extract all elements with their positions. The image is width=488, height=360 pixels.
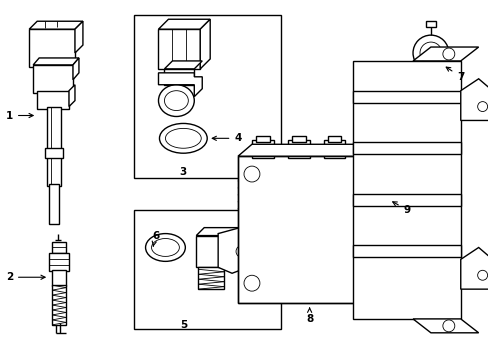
Bar [45,148,63,158]
Polygon shape [460,79,488,121]
Polygon shape [33,58,79,65]
Circle shape [412,35,448,71]
Polygon shape [196,228,240,235]
Bar [133,15,280,178]
Bar [52,242,66,253]
Circle shape [419,42,441,64]
Bar [323,140,345,158]
Bar [291,136,305,142]
Bar [33,65,73,93]
Bar [198,267,224,289]
Polygon shape [164,61,202,69]
Circle shape [244,166,260,182]
Circle shape [236,246,247,257]
Polygon shape [69,85,75,107]
Text: 2: 2 [6,272,45,282]
Bar [255,136,269,142]
Bar [353,91,460,103]
Ellipse shape [165,129,201,148]
Ellipse shape [159,123,207,153]
Polygon shape [200,19,210,69]
Polygon shape [232,228,240,265]
Bar [353,142,460,154]
Bar [359,140,381,158]
Polygon shape [29,21,83,29]
Polygon shape [414,144,428,303]
Bar [425,21,435,27]
Bar [327,136,341,142]
Bar [196,235,232,267]
Text: 7: 7 [446,67,464,82]
Polygon shape [29,21,83,29]
Bar [47,107,61,186]
Bar [158,29,200,69]
Circle shape [477,102,487,112]
Polygon shape [412,47,478,61]
Bar [251,140,273,158]
Circle shape [477,270,487,280]
Text: 4: 4 [212,133,241,143]
Polygon shape [75,21,83,53]
Ellipse shape [164,91,188,111]
Bar [238,156,414,303]
Ellipse shape [151,239,179,256]
Bar [238,156,414,303]
Polygon shape [412,319,478,333]
Bar [133,210,280,329]
Bar [164,69,194,85]
Ellipse shape [145,234,185,261]
Bar [287,140,309,158]
Circle shape [244,275,260,291]
Polygon shape [460,247,488,289]
Text: 1: 1 [6,111,33,121]
Text: 9: 9 [392,202,410,215]
Bar [49,253,69,271]
Bar [29,29,75,67]
Polygon shape [218,228,247,273]
Bar [353,194,460,206]
Bar [363,136,376,142]
Polygon shape [238,144,428,156]
Bar [353,246,460,257]
Text: 3: 3 [180,167,186,177]
Bar [49,184,59,224]
Bar [52,270,66,286]
Polygon shape [158,19,210,29]
Circle shape [442,320,454,332]
Text: 5: 5 [180,320,186,330]
Text: 8: 8 [305,308,313,324]
Circle shape [442,48,454,60]
Ellipse shape [158,85,194,117]
Text: 6: 6 [152,230,159,246]
Bar [37,91,69,109]
Polygon shape [158,73,202,96]
Bar [52,285,66,325]
Bar [353,61,460,319]
Polygon shape [73,58,79,80]
